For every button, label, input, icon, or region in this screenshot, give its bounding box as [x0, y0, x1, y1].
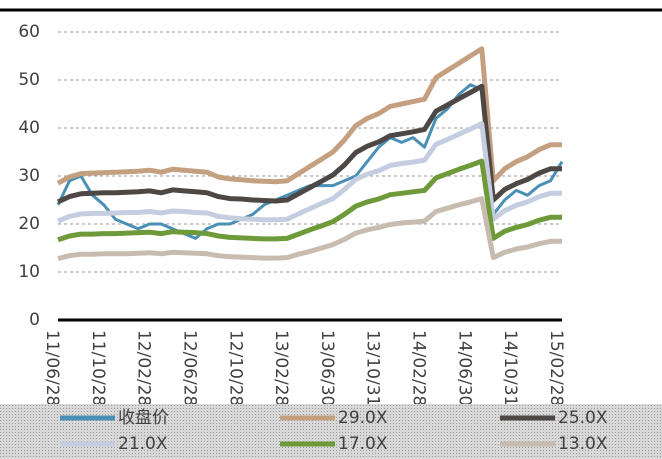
- x-tick-label: 14/02/28: [409, 330, 429, 406]
- legend-label: 29.0X: [338, 408, 388, 428]
- x-tick-label: 13/10/31: [363, 330, 383, 406]
- x-tick-label: 15/02/28: [546, 330, 566, 406]
- x-tick-label: 12/10/28: [225, 330, 245, 406]
- series-line: [56, 83, 562, 205]
- series-line: [57, 158, 562, 243]
- y-tick-label: 50: [18, 70, 40, 90]
- y-tick-label: 20: [18, 214, 40, 234]
- series-line: [57, 196, 562, 262]
- x-tick-label: 13/06/30: [317, 330, 337, 406]
- y-tick-label: 10: [18, 262, 40, 282]
- x-tick-label: 14/06/30: [454, 330, 474, 406]
- series-line: [57, 121, 562, 224]
- legend-background: [0, 404, 662, 459]
- x-tick-label: 12/06/28: [179, 330, 199, 406]
- legend-label: 收盘价: [118, 408, 169, 428]
- y-tick-label: 0: [29, 310, 40, 330]
- legend-label: 21.0X: [118, 434, 168, 454]
- y-tick-label: 60: [18, 22, 40, 42]
- series-line: [56, 46, 562, 186]
- y-tick-label: 30: [18, 166, 40, 186]
- y-tick-label: 40: [18, 118, 40, 138]
- x-tick-label: 14/10/31: [500, 330, 520, 406]
- x-tick-label: 12/02/28: [134, 330, 154, 406]
- legend-label: 25.0X: [558, 408, 608, 428]
- x-tick-label: 13/02/28: [271, 330, 291, 406]
- legend-label: 13.0X: [558, 434, 608, 454]
- legend-label: 17.0X: [338, 434, 388, 454]
- x-tick-label: 11/10/28: [88, 330, 108, 406]
- x-tick-label: 11/06/28: [42, 330, 62, 406]
